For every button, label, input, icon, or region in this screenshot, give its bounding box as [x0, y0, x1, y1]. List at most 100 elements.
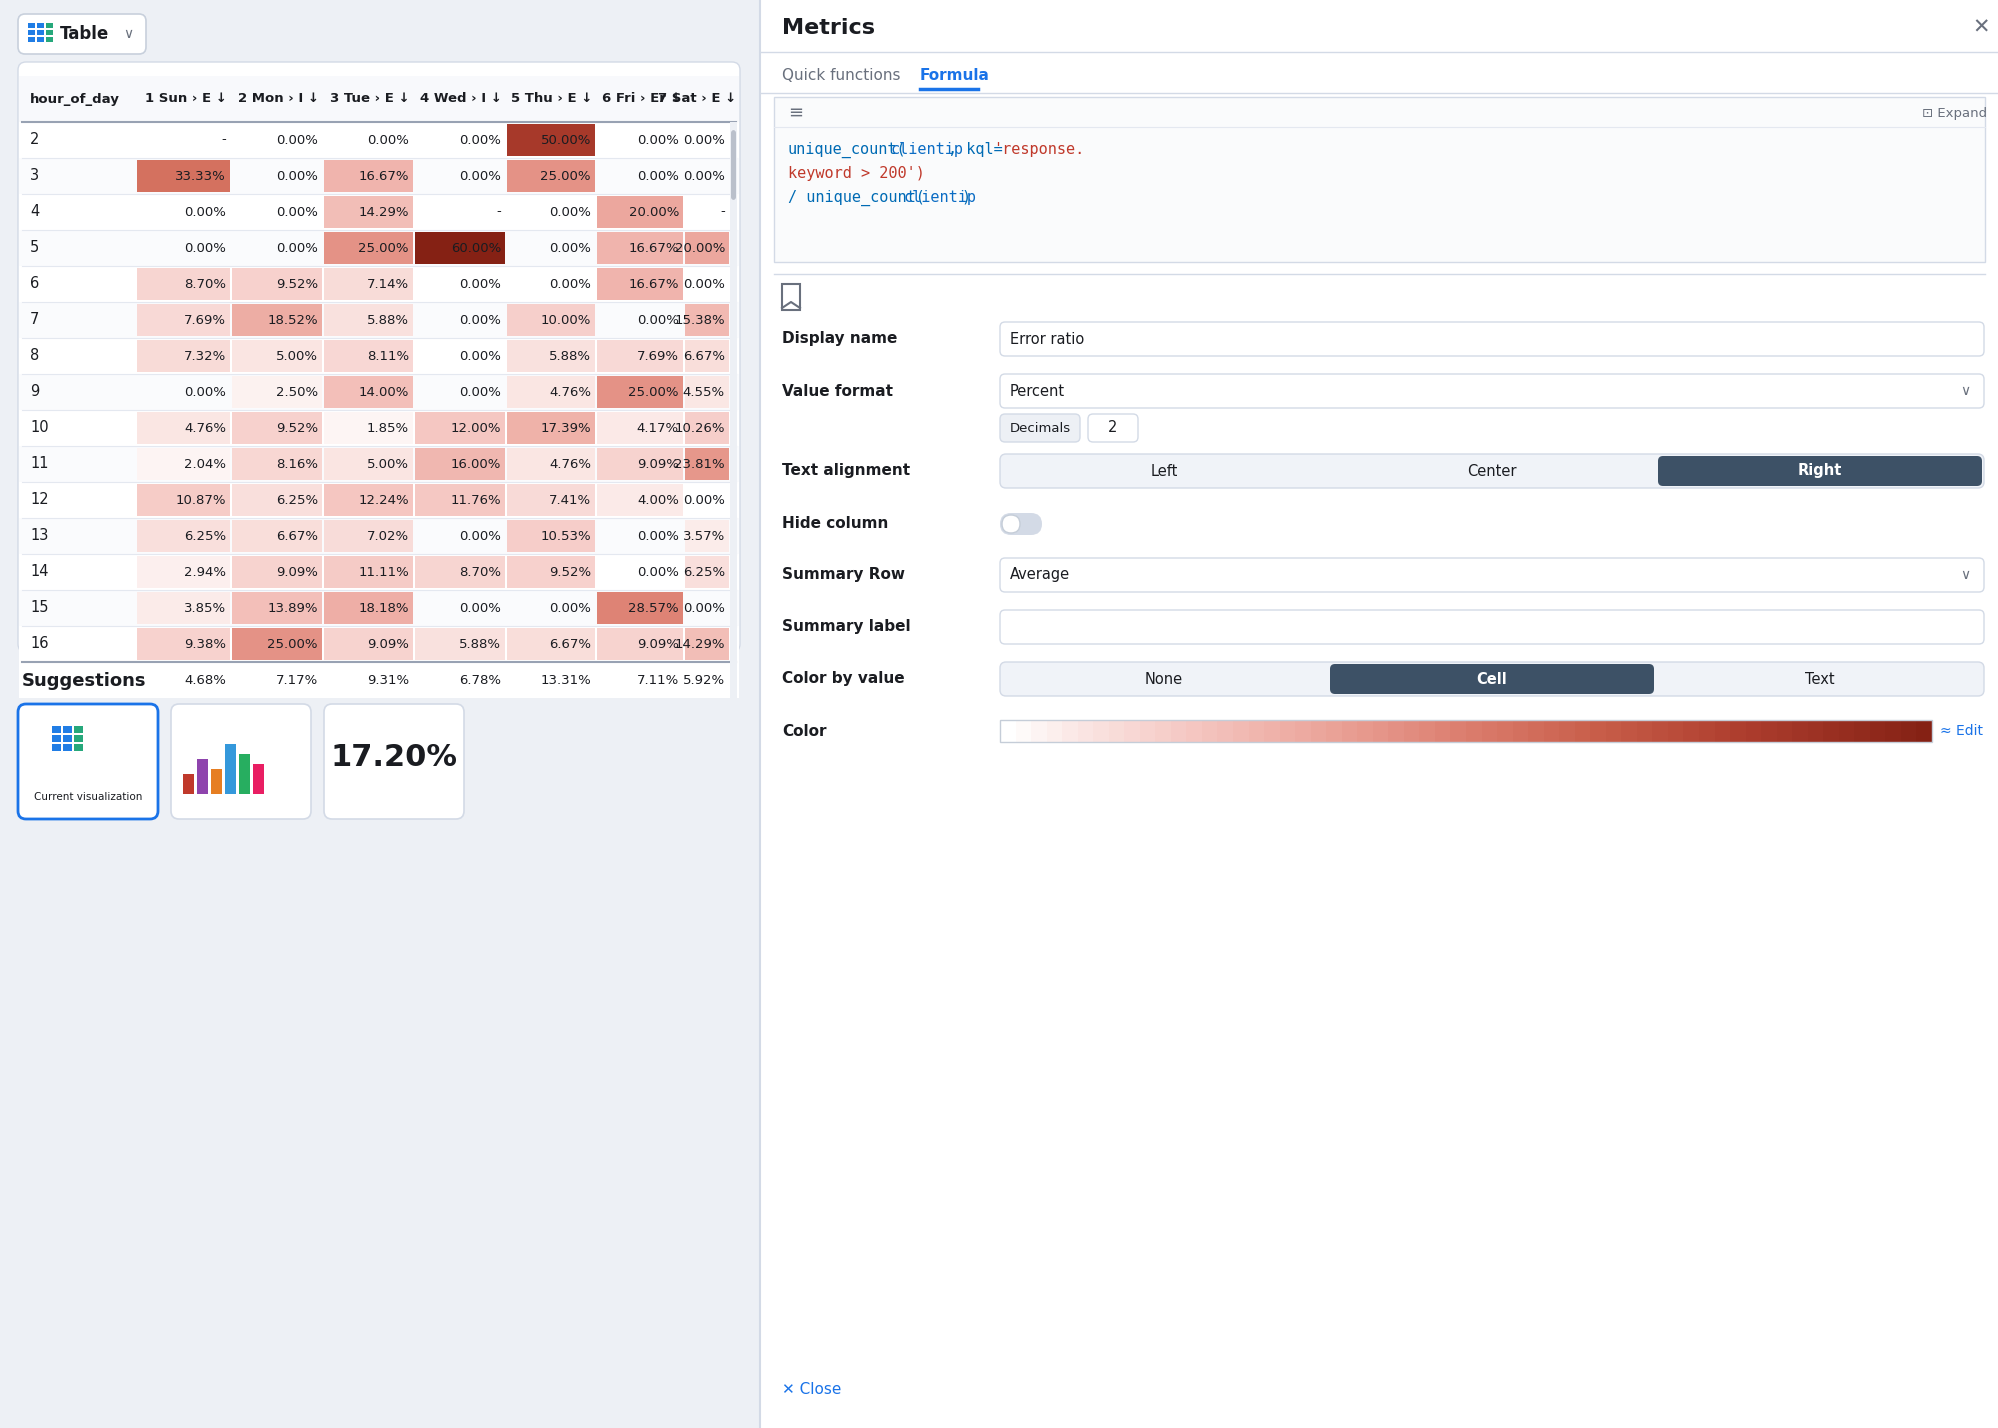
Text: 9.38%: 9.38% — [184, 637, 226, 651]
Bar — [324, 448, 414, 480]
Text: 0.00%: 0.00% — [549, 277, 591, 290]
Bar — [20, 590, 739, 625]
Bar — [324, 376, 414, 408]
Bar — [64, 744, 72, 751]
Bar — [1435, 720, 1451, 743]
Bar — [1868, 720, 1884, 743]
Text: 11.11%: 11.11% — [358, 565, 410, 578]
Text: 0.00%: 0.00% — [184, 241, 226, 254]
Text: clientip: clientip — [903, 190, 977, 206]
Text: 9.09%: 9.09% — [368, 637, 410, 651]
Bar — [1031, 720, 1047, 743]
Text: 5.88%: 5.88% — [368, 314, 410, 327]
Text: 11.76%: 11.76% — [450, 494, 501, 507]
Text: 33.33%: 33.33% — [176, 170, 226, 183]
Text: 9.52%: 9.52% — [276, 277, 318, 290]
Bar — [1077, 720, 1093, 743]
Bar — [38, 23, 44, 29]
Text: Text: Text — [1804, 671, 1834, 687]
FancyBboxPatch shape — [999, 454, 1982, 488]
Bar — [685, 555, 729, 588]
Text: 10.53%: 10.53% — [539, 530, 591, 543]
Bar — [1185, 720, 1203, 743]
Bar — [729, 121, 737, 698]
Text: Formula: Formula — [919, 67, 989, 83]
FancyBboxPatch shape — [172, 704, 312, 820]
Text: 9.31%: 9.31% — [368, 674, 410, 687]
Text: 1 Sun › E ↓: 1 Sun › E ↓ — [146, 93, 228, 106]
Text: Metrics: Metrics — [781, 19, 875, 39]
Text: 6: 6 — [30, 277, 40, 291]
Text: 17.39%: 17.39% — [539, 421, 591, 434]
Text: 6.67%: 6.67% — [549, 637, 591, 651]
Bar — [324, 593, 414, 624]
Bar — [1776, 720, 1792, 743]
Bar — [507, 448, 595, 480]
Text: 9.09%: 9.09% — [637, 637, 679, 651]
Bar — [416, 628, 505, 660]
Text: Suggestions: Suggestions — [22, 673, 146, 690]
Text: 12: 12 — [30, 493, 48, 507]
Bar — [1698, 720, 1714, 743]
Text: 7.32%: 7.32% — [184, 350, 226, 363]
FancyBboxPatch shape — [1656, 456, 1980, 486]
Text: 'response.: 'response. — [993, 141, 1083, 157]
Bar — [1341, 720, 1357, 743]
Bar — [685, 520, 729, 553]
Text: 0.00%: 0.00% — [637, 530, 679, 543]
Bar — [507, 124, 595, 156]
Bar — [138, 555, 230, 588]
Text: 0.00%: 0.00% — [549, 601, 591, 614]
Text: 7 Sat › E ↓: 7 Sat › E ↓ — [657, 93, 735, 106]
Bar — [324, 268, 414, 300]
Bar — [1249, 720, 1265, 743]
Text: Cell: Cell — [1477, 671, 1506, 687]
Bar — [52, 725, 62, 733]
Bar — [324, 484, 414, 516]
Text: Color: Color — [781, 724, 825, 738]
Text: 7: 7 — [30, 313, 40, 327]
Bar — [1201, 720, 1217, 743]
Text: 3.85%: 3.85% — [184, 601, 226, 614]
Bar — [1604, 720, 1620, 743]
Bar — [198, 760, 208, 794]
Bar — [1512, 720, 1528, 743]
Text: Decimals: Decimals — [1009, 421, 1071, 434]
Text: 0.00%: 0.00% — [460, 133, 501, 147]
Text: ): ) — [961, 190, 969, 206]
Text: 3.57%: 3.57% — [683, 530, 725, 543]
Bar — [597, 340, 683, 373]
Bar — [324, 160, 414, 191]
Text: 0.00%: 0.00% — [276, 206, 318, 218]
FancyBboxPatch shape — [731, 130, 735, 200]
Bar — [1171, 720, 1187, 743]
Text: 0.00%: 0.00% — [460, 314, 501, 327]
Bar — [1139, 720, 1155, 743]
Bar — [1217, 720, 1233, 743]
Text: 0.00%: 0.00% — [683, 170, 725, 183]
Text: ✕: ✕ — [1972, 19, 1988, 39]
Bar — [1357, 720, 1373, 743]
Text: 5.88%: 5.88% — [549, 350, 591, 363]
Text: 5.88%: 5.88% — [460, 637, 501, 651]
Text: 18.18%: 18.18% — [358, 601, 410, 614]
Text: 0.00%: 0.00% — [276, 170, 318, 183]
Text: Value format: Value format — [781, 384, 893, 398]
Bar — [597, 413, 683, 444]
Text: 9.09%: 9.09% — [276, 565, 318, 578]
Text: 7.02%: 7.02% — [368, 530, 410, 543]
Bar — [324, 304, 414, 336]
Text: 4.76%: 4.76% — [184, 421, 226, 434]
Text: ∨: ∨ — [1958, 384, 1968, 398]
Text: 3: 3 — [30, 169, 40, 184]
Text: 0.00%: 0.00% — [683, 601, 725, 614]
Bar — [232, 448, 322, 480]
Bar — [1373, 720, 1389, 743]
Bar — [38, 37, 44, 41]
Bar — [1574, 720, 1590, 743]
Text: 2.94%: 2.94% — [184, 565, 226, 578]
Bar — [28, 30, 36, 36]
Bar — [240, 754, 250, 794]
FancyBboxPatch shape — [18, 704, 158, 820]
Text: 25.00%: 25.00% — [539, 170, 591, 183]
